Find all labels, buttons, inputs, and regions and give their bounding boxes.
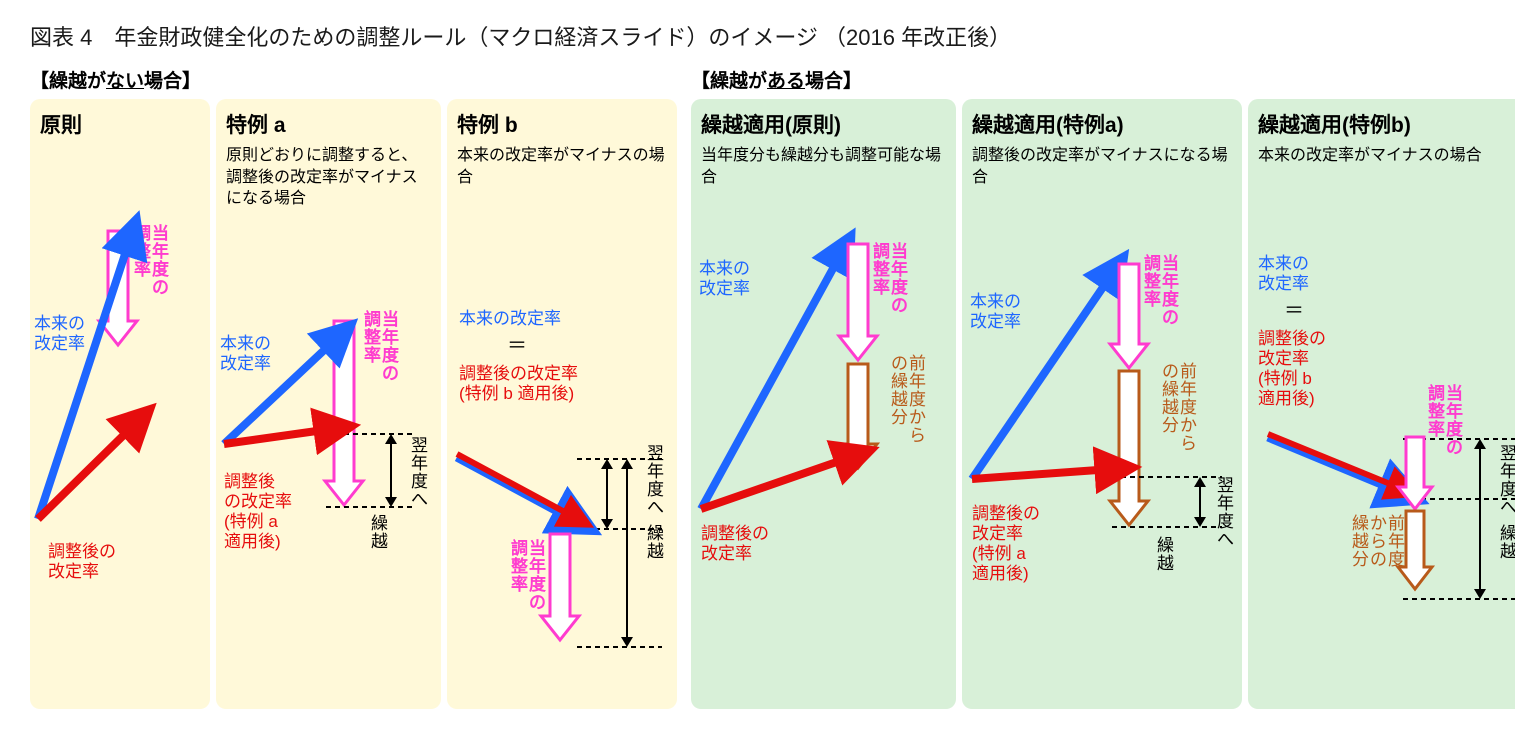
p4-pink-arrow [839, 244, 877, 360]
p4-blue-label-1: 本来の [699, 259, 750, 278]
p5-black-label: 翌年度へ [1217, 476, 1234, 549]
p2-black-label: 翌年度へ [411, 436, 428, 509]
group-label-2-uline: ある [767, 71, 805, 92]
panel-3-desc: 本来の改定率がマイナスの場合 [457, 145, 667, 188]
panel-1-svg: 当年度の 調整率 本来の 改定率 調整後の 改定率 [30, 189, 210, 709]
panel-3-title: 特例 b [457, 109, 667, 139]
p3-ah-up-2 [601, 459, 613, 469]
p5-blue-label-2: 改定率 [970, 312, 1021, 331]
p3-blue-label: 本来の改定率 [459, 309, 561, 328]
group-label-2: 【繰越がある場合】 [691, 66, 1515, 93]
p1-red-label-2: 改定率 [48, 562, 99, 581]
p1-pink-label: 当年度の 調整率 [134, 223, 174, 297]
panel-4-title: 繰越適用(原則) [701, 109, 946, 139]
group-label-1-suffix: 場合】 [144, 71, 201, 92]
p6-red-label-3: (特例 b [1258, 369, 1312, 388]
p1-blue-label-1: 本来の [34, 314, 85, 333]
p5-red-label-1: 調整後の [972, 504, 1040, 523]
p3-red-label-1: 調整後の改定率 [459, 364, 578, 383]
p6-ah-up [1474, 439, 1486, 449]
p6-red-label-4: 適用後) [1258, 389, 1315, 408]
figure-title: 図表 4 年金財政健全化のための調整ルール（マクロ経済スライド）のイメージ （2… [30, 20, 1485, 52]
p3-ah-up [621, 459, 633, 469]
panel-4-svg: 本来の 改定率 当年度の 調整率 前年度から [691, 199, 956, 709]
panel-carry-exception-b: 繰越適用(特例b) 本来の改定率がマイナスの場合 本来の 改定率 ＝ 調整後の … [1248, 99, 1515, 709]
p6-red-arrow [1268, 434, 1400, 488]
group-label-1: 【繰越がない場合】 [30, 66, 677, 93]
p6-brown-label: 前年度 からの 繰越分 [1352, 514, 1410, 569]
p3-pink-label: 当年度の 調整率 [511, 538, 551, 612]
panel-2-desc: 原則どおりに調整すると、調整後の改定率がマイナスになる場合 [226, 145, 431, 210]
p6-pink-label: 当年度の 調整率 [1428, 383, 1468, 457]
p4-pink-label: 当年度の 調整率 [873, 241, 913, 315]
panel-4-desc: 当年度分も繰越分も調整可能な場合 [701, 145, 946, 188]
p5-red-label-4: 適用後) [972, 564, 1029, 583]
p4-brown-arrow [839, 364, 877, 468]
panel-5-svg: 本来の 改定率 当年度の 調整率 前年度から [962, 199, 1242, 709]
p3-black-label: 翌年度へ 繰越 [647, 444, 669, 561]
group-label-1-prefix: 【繰越が [30, 71, 106, 92]
p3-ah-dn-2 [601, 519, 613, 529]
p2-pink-label: 当年度の 調整率 [364, 309, 404, 383]
p2-red-label-3: (特例 a [224, 512, 278, 531]
p5-red-label-3: (特例 a [972, 544, 1026, 563]
group-label-2-suffix: 場合】 [805, 71, 862, 92]
p4-red-label-1: 調整後の [701, 524, 769, 543]
panel-5-title: 繰越適用(特例a) [972, 109, 1232, 139]
p5-red-arrow [972, 469, 1112, 479]
p6-red-label-2: 改定率 [1258, 349, 1309, 368]
p3-red-arrow [457, 454, 574, 517]
panel-6-svg: 本来の 改定率 ＝ 調整後の 改定率 (特例 b 適用後) [1248, 199, 1515, 709]
p1-red-label-1: 調整後の [48, 542, 116, 561]
p3-red-label-2: (特例 b 適用後) [459, 384, 574, 403]
panel-6-desc: 本来の改定率がマイナスの場合 [1258, 145, 1515, 167]
p1-blue-label-2: 改定率 [34, 334, 85, 353]
p6-blue-label-2: 改定率 [1258, 274, 1309, 293]
p2-blue-label-2: 改定率 [220, 354, 271, 373]
p2-red-label-2: の改定率 [224, 492, 292, 511]
panel-exception-a: 特例 a 原則どおりに調整すると、調整後の改定率がマイナスになる場合 当年度の … [216, 99, 441, 709]
panel-2-svg: 当年度の 調整率 本来の 改定率 調整後 [216, 229, 441, 709]
panel-6-title: 繰越適用(特例b) [1258, 109, 1515, 139]
p5-brown-label: 前年度から の繰越分 [1162, 362, 1202, 453]
group-label-1-uline: ない [106, 71, 144, 92]
p5-black-label-2: 繰越 [1157, 536, 1174, 573]
p4-red-label-2: 改定率 [701, 544, 752, 563]
panel-carry-exception-a: 繰越適用(特例a) 調整後の改定率がマイナスになる場合 本来の 改定率 当年度の… [962, 99, 1242, 709]
p5-blue-label-1: 本来の [970, 292, 1021, 311]
p4-brown-label: 前年度から の繰越分 [891, 354, 931, 445]
group-label-2-prefix: 【繰越が [691, 71, 767, 92]
panel-carry-principle: 繰越適用(原則) 当年度分も繰越分も調整可能な場合 本来の 改定率 当年度の 調… [691, 99, 956, 709]
group-with-carryover: 【繰越がある場合】 繰越適用(原則) 当年度分も繰越分も調整可能な場合 本来の … [691, 66, 1515, 709]
diagram-container: 【繰越がない場合】 原則 [30, 66, 1485, 709]
p5-pink-label: 当年度の 調整率 [1144, 253, 1184, 327]
p5-brown-arrow [1110, 371, 1148, 525]
p5-pink-arrow [1110, 264, 1148, 368]
group-no-carryover: 【繰越がない場合】 原則 [30, 66, 677, 709]
p6-ah-dn [1474, 589, 1486, 599]
p5-ah-dn [1194, 517, 1206, 527]
p3-pink-arrow [541, 534, 579, 640]
panel-2-title: 特例 a [226, 109, 431, 139]
panel-principle: 原則 当年度の [30, 99, 210, 709]
p2-blue-label-1: 本来の [220, 334, 271, 353]
p2-black-ah-dn [385, 497, 397, 507]
panel-3-svg: 本来の改定率 ＝ 調整後の改定率 (特例 b 適用後) [447, 199, 677, 709]
p6-equals: ＝ [1284, 300, 1304, 322]
p6-blue-label-1: 本来の [1258, 254, 1309, 273]
panel-exception-b: 特例 b 本来の改定率がマイナスの場合 本来の改定率 ＝ 調整後の改定率 (特例… [447, 99, 677, 709]
p2-black-ah-up [385, 434, 397, 444]
p5-red-label-2: 改定率 [972, 524, 1023, 543]
panel-1-title: 原則 [40, 109, 200, 139]
panel-5-desc: 調整後の改定率がマイナスになる場合 [972, 145, 1232, 188]
p6-red-label-1: 調整後の [1258, 329, 1326, 348]
p4-blue-label-2: 改定率 [699, 279, 750, 298]
p6-black-label: 翌年度へ 繰越 [1500, 444, 1515, 561]
p3-equals: ＝ [507, 335, 527, 357]
p3-ah-dn [621, 637, 633, 647]
p5-ah-up [1194, 477, 1206, 487]
p2-black-label-2: 繰越 [371, 514, 388, 551]
p2-red-label-1: 調整後 [224, 472, 275, 491]
p2-red-label-4: 適用後) [224, 532, 281, 551]
